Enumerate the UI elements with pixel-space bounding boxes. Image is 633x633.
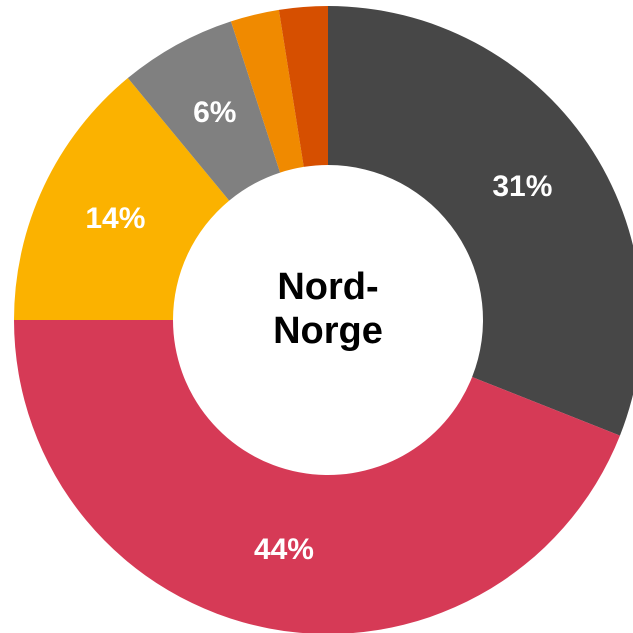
data-label: 44% (254, 533, 314, 566)
data-label: 6% (193, 96, 236, 129)
slice (328, 6, 633, 436)
slice (278, 6, 328, 167)
data-label: 31% (492, 170, 552, 203)
slice (127, 21, 281, 201)
slice (14, 320, 620, 633)
slice (230, 9, 304, 173)
data-label: 14% (85, 202, 145, 235)
slice (14, 78, 230, 321)
center-label: Nord-Norge (273, 266, 383, 352)
